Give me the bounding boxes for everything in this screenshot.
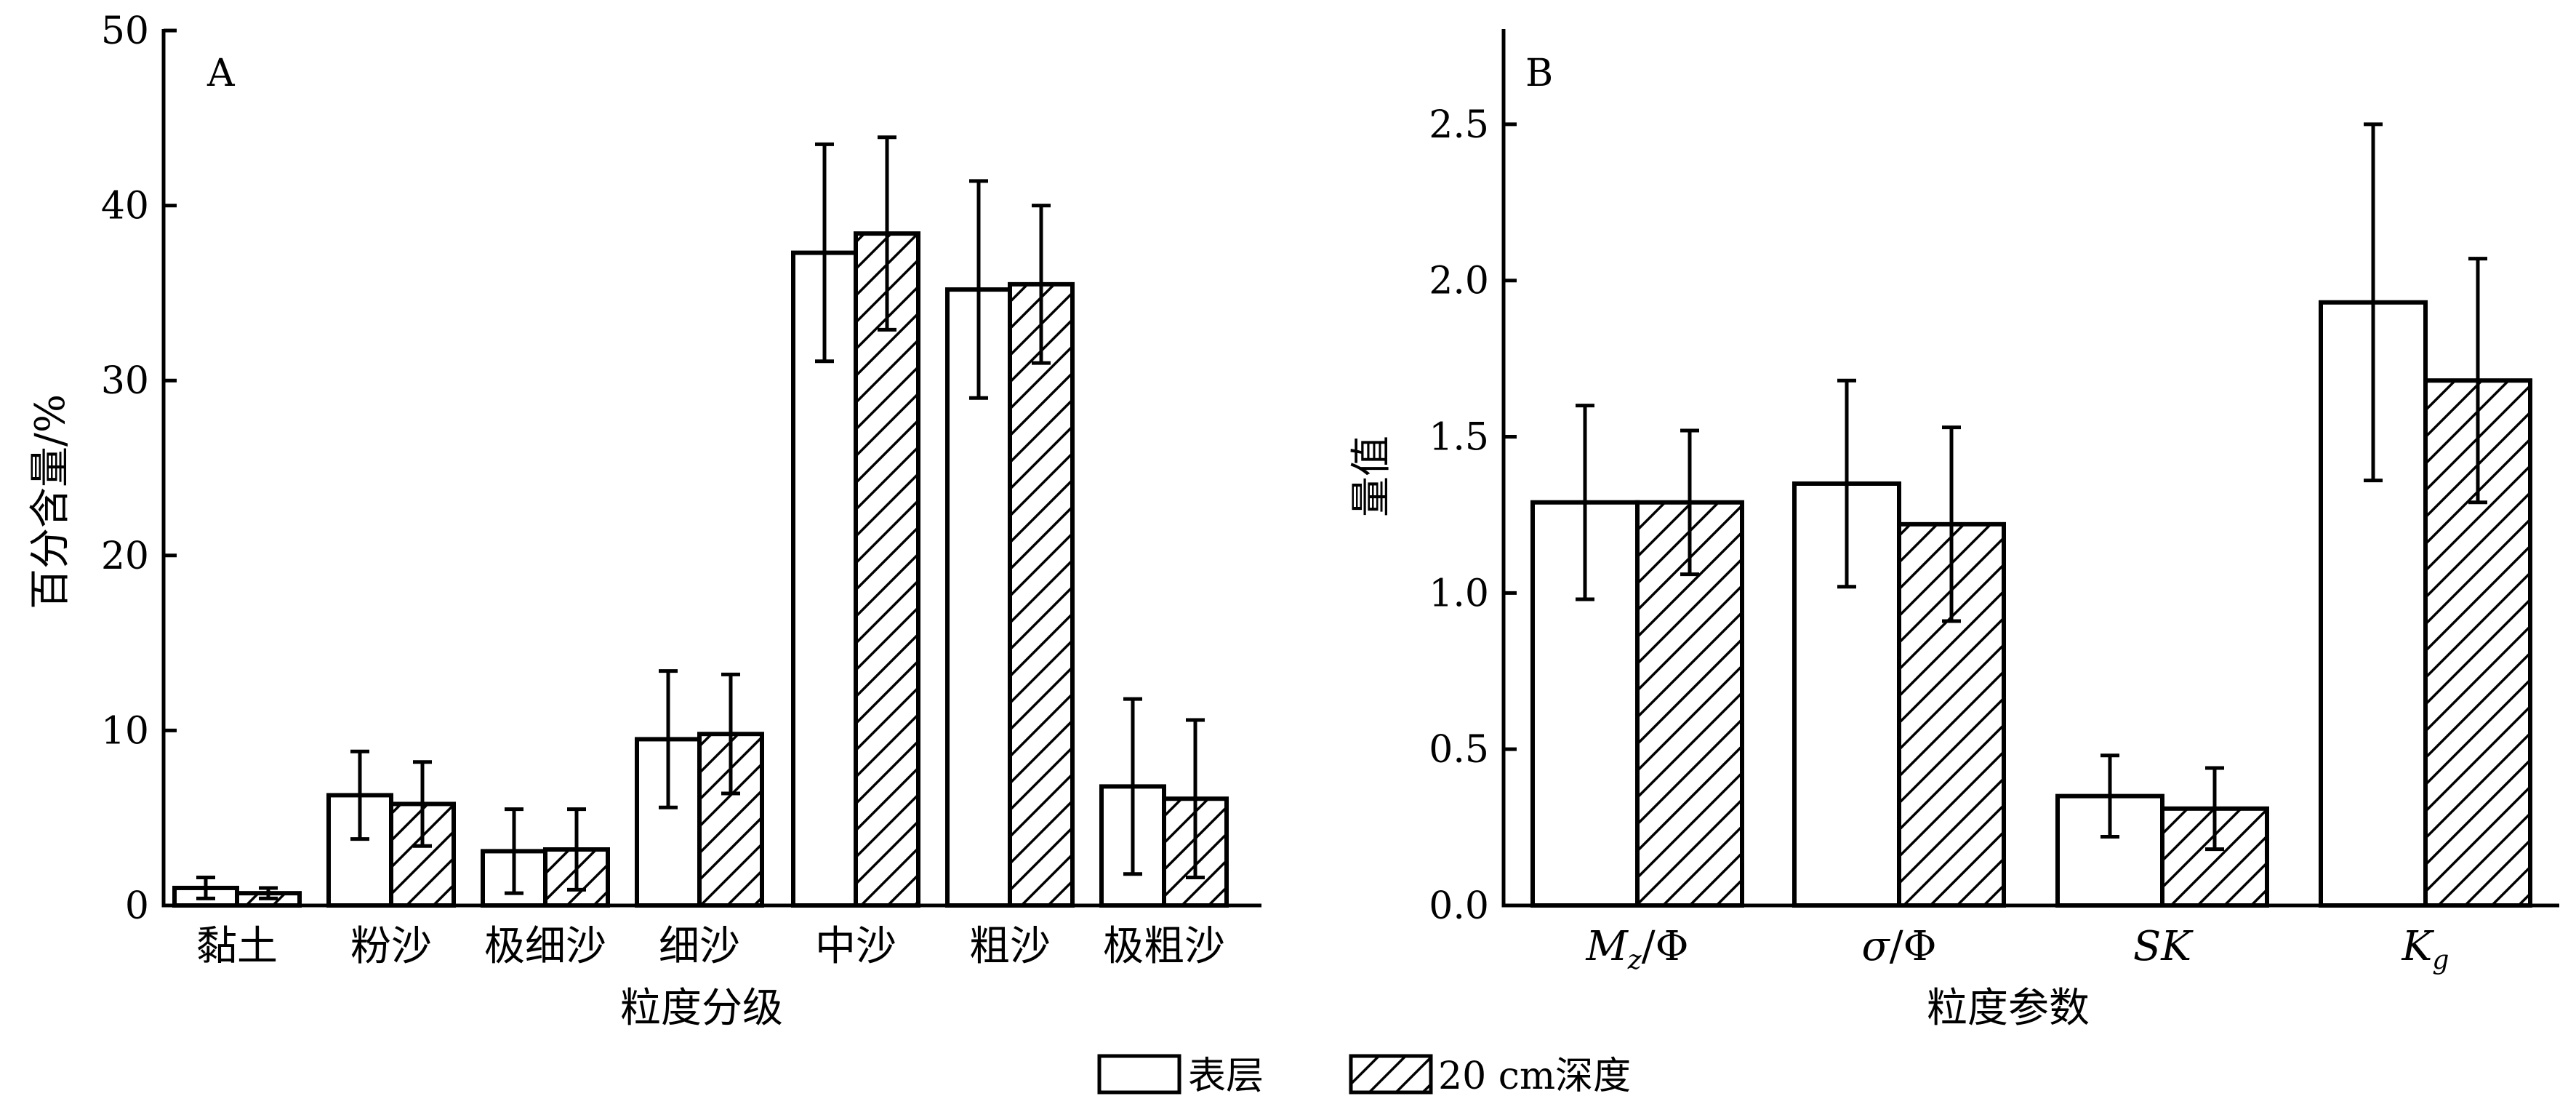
a-x-tick-label: 黏土 bbox=[196, 923, 278, 970]
legend-label-surface: 表层 bbox=[1188, 1055, 1264, 1098]
a-error-bar bbox=[413, 760, 432, 848]
a-x-tick-label: 极细沙 bbox=[484, 923, 606, 970]
panel-a-x-ticks: 黏土 粉沙 极细沙 细沙 中沙 粗沙 极粗沙 bbox=[196, 923, 1225, 970]
a-y-tick-label: 20 bbox=[101, 535, 149, 578]
panel-b-label: B bbox=[1525, 52, 1553, 95]
a-error-bar bbox=[969, 179, 988, 400]
b-error-bar bbox=[1680, 428, 1699, 577]
a-bar-depth bbox=[854, 231, 920, 908]
a-error-bar bbox=[1032, 204, 1051, 365]
b-error-bar bbox=[2364, 122, 2383, 483]
a-bar-depth bbox=[1008, 281, 1075, 908]
a-error-bar bbox=[815, 142, 834, 364]
legend-swatch-depth bbox=[1349, 1054, 1433, 1095]
a-error-bar bbox=[196, 876, 215, 900]
b-x-tick-label: Mz/Φ bbox=[1585, 923, 1688, 975]
panel-a-errorbars bbox=[196, 135, 1205, 900]
b-x-tick-label: SK bbox=[2133, 923, 2194, 970]
b-y-tick-label: 0.5 bbox=[1429, 728, 1489, 772]
b-x-tick-label: Kg bbox=[2402, 923, 2449, 975]
panel-b-y-axis-title: 量值 bbox=[1348, 436, 1395, 517]
panel-a: 0 10 20 30 40 50 黏土 粉沙 极细沙 细沙 中沙 粗沙 极粗沙 A 粒度分级 百分含量… bbox=[27, 9, 1261, 1032]
a-x-tick-label: 极粗沙 bbox=[1103, 923, 1225, 970]
a-x-tick-label: 中沙 bbox=[815, 923, 896, 970]
b-error-bar bbox=[1942, 425, 1961, 623]
panel-b-errorbars bbox=[1576, 122, 2487, 852]
b-error-bar bbox=[2468, 257, 2487, 505]
legend-label-depth: 20 cm深度 bbox=[1438, 1055, 1631, 1098]
a-x-tick-label: 粉沙 bbox=[350, 923, 432, 970]
panel-b-x-ticks: Mz/Φ σ/Φ SK Kg bbox=[1585, 923, 2449, 975]
a-error-bar bbox=[1123, 697, 1142, 876]
a-error-bar bbox=[259, 886, 278, 900]
a-error-bar bbox=[878, 135, 896, 332]
a-y-tick-label: 0 bbox=[125, 884, 149, 928]
panel-a-y-axis-title: 百分含量/% bbox=[27, 394, 74, 609]
panel-b: 0.0 0.5 1.0 1.5 2.0 2.5 Mz/Φ σ/Φ SK Kg B 粒度参数 量值 bbox=[1348, 29, 2559, 1032]
b-y-tick-label: 2.5 bbox=[1429, 103, 1489, 147]
a-y-tick-label: 30 bbox=[101, 359, 149, 403]
legend: 表层 20 cm深度 bbox=[1097, 1054, 1631, 1098]
b-error-bar bbox=[2100, 753, 2119, 839]
b-y-tick-label: 0.0 bbox=[1429, 884, 1489, 928]
a-x-tick-label: 细沙 bbox=[659, 923, 740, 970]
b-y-tick-label: 1.0 bbox=[1429, 572, 1489, 615]
panel-a-y-ticks: 0 10 20 30 40 50 bbox=[101, 9, 177, 928]
a-y-tick-label: 10 bbox=[101, 709, 149, 753]
a-error-bar bbox=[721, 672, 740, 796]
b-error-bar bbox=[1837, 378, 1856, 589]
panel-a-label: A bbox=[206, 52, 236, 95]
a-error-bar bbox=[1186, 718, 1205, 879]
a-error-bar bbox=[350, 749, 369, 841]
panel-b-y-ticks: 0.0 0.5 1.0 1.5 2.0 2.5 bbox=[1429, 103, 1517, 928]
panel-b-x-axis-title: 粒度参数 bbox=[1927, 985, 2090, 1032]
b-error-bar bbox=[1576, 404, 1594, 601]
legend-swatch-surface bbox=[1097, 1054, 1181, 1095]
b-y-tick-label: 1.5 bbox=[1429, 416, 1489, 460]
panel-b-bars bbox=[1530, 300, 2532, 908]
b-y-tick-label: 2.0 bbox=[1429, 260, 1489, 303]
a-error-bar bbox=[659, 669, 678, 809]
panel-a-x-axis-title: 粒度分级 bbox=[620, 985, 783, 1032]
a-y-tick-label: 40 bbox=[101, 185, 149, 228]
b-x-tick-label: σ/Φ bbox=[1861, 923, 1936, 970]
b-error-bar bbox=[2205, 766, 2224, 852]
a-x-tick-label: 粗沙 bbox=[969, 923, 1051, 970]
a-error-bar bbox=[567, 807, 586, 892]
a-error-bar bbox=[505, 807, 523, 895]
a-y-tick-label: 50 bbox=[101, 9, 149, 53]
panel-a-bars bbox=[172, 231, 1229, 908]
